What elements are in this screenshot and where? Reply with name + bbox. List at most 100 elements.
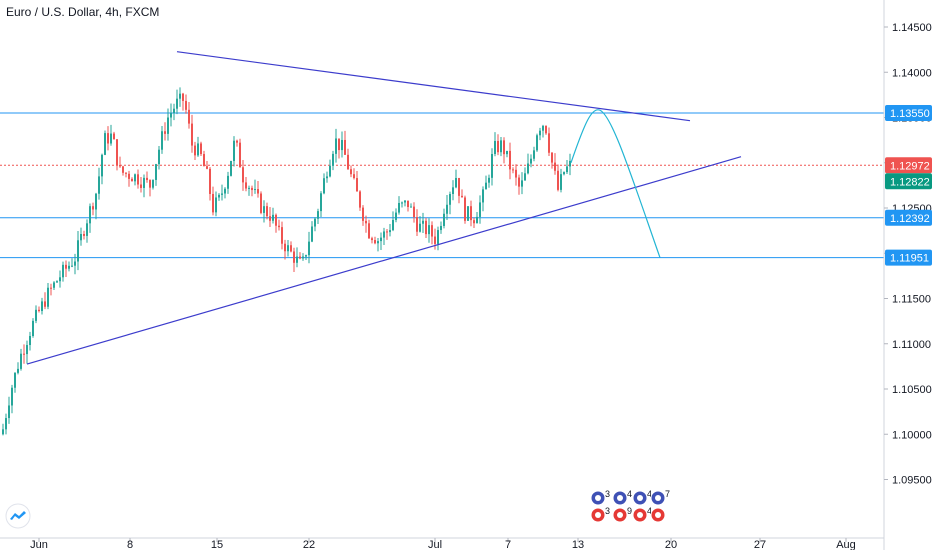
event-count-label: 7 <box>665 489 670 499</box>
price-label-box <box>885 104 932 121</box>
candle-body <box>533 150 535 159</box>
candle-body <box>386 231 388 233</box>
candle-body <box>524 173 526 181</box>
candle-body <box>440 225 442 231</box>
candle-body <box>536 135 538 151</box>
candle-body <box>47 287 49 307</box>
price-label-text: 1.12392 <box>890 213 930 225</box>
candle-body <box>362 207 364 221</box>
candle-body <box>110 133 112 144</box>
candle-body <box>545 125 547 134</box>
candle-body <box>20 353 22 369</box>
candle-body <box>371 238 373 241</box>
candle-body <box>254 189 256 191</box>
trendlines <box>26 51 742 365</box>
price-label-box <box>885 209 932 226</box>
candle-body <box>23 353 25 355</box>
x-tick-label: Jul <box>428 539 442 550</box>
y-tick-label: 1.14500 <box>892 22 932 34</box>
candle-body <box>131 178 133 182</box>
candle-body <box>284 243 286 252</box>
candle-body <box>59 277 61 282</box>
chart-title: Euro / U.S. Dollar, 4h, FXCM <box>6 5 160 19</box>
candle-body <box>398 202 400 213</box>
candle-body <box>5 418 7 430</box>
lower-trendline <box>26 156 742 365</box>
candle-body <box>395 212 397 220</box>
candle-body <box>224 188 226 194</box>
candle-body <box>449 194 451 205</box>
candle-body <box>560 174 562 190</box>
candle-body <box>293 251 295 263</box>
candle-body <box>2 429 4 435</box>
candle-body <box>245 182 247 189</box>
candle-body <box>11 387 13 406</box>
candle-body <box>164 131 166 134</box>
candle-body <box>539 130 541 136</box>
candle-body <box>41 301 43 312</box>
candle-body <box>26 345 28 355</box>
candle-body <box>62 264 64 278</box>
x-tick-label: Aug <box>836 539 856 550</box>
price-label-box <box>885 173 932 190</box>
candle-body <box>71 265 73 267</box>
candle-body <box>86 223 88 236</box>
candle-body <box>38 309 40 312</box>
candle-body <box>455 178 457 188</box>
candle-body <box>182 93 184 101</box>
event-badges: 3 4 4 7 3 9 4 <box>590 489 670 523</box>
candle-body <box>506 150 508 155</box>
event-count-label: 3 <box>605 489 610 499</box>
candle-body <box>443 213 445 226</box>
candle-body <box>542 125 544 131</box>
candle-body <box>44 301 46 307</box>
candle-body <box>374 240 376 244</box>
candle-body <box>290 245 292 252</box>
candle-body <box>368 223 370 239</box>
candle-body <box>191 123 193 146</box>
candle-body <box>83 233 85 236</box>
candle-body <box>104 133 106 155</box>
x-tick-label: Jun <box>30 539 48 550</box>
upper-trendline <box>176 51 691 122</box>
projection-curve <box>570 109 661 258</box>
candle-body <box>515 169 517 178</box>
event-count-label: 4 <box>647 489 652 499</box>
candle-body <box>176 98 178 109</box>
candle-body <box>359 191 361 208</box>
candle-body <box>287 245 289 252</box>
candle-body <box>314 218 316 227</box>
candle-body <box>491 154 493 178</box>
price-label-text: 1.12972 <box>890 160 930 172</box>
candle-body <box>473 220 475 224</box>
event-flag-center <box>655 495 661 501</box>
candle-body <box>194 145 196 156</box>
candle-body <box>116 139 118 166</box>
event-flag-center <box>595 512 601 518</box>
candle-body <box>464 197 466 221</box>
candle-body <box>563 172 565 175</box>
candle-body <box>350 169 352 175</box>
price-label-text: 1.13550 <box>890 108 930 120</box>
candle-body <box>410 206 412 208</box>
candle-body <box>365 220 367 224</box>
event-flag-center <box>637 495 643 501</box>
candle-body <box>335 138 337 154</box>
tradingview-logo-icon[interactable] <box>5 503 31 529</box>
candle-body <box>494 140 496 155</box>
candle-body <box>218 194 220 198</box>
candle-body <box>428 225 430 235</box>
candle-body <box>134 174 136 182</box>
y-tick-label: 1.11000 <box>892 339 931 351</box>
candle-body <box>470 206 472 221</box>
event-flag-center <box>655 512 661 518</box>
candle-body <box>236 140 238 143</box>
candle-body <box>239 142 241 168</box>
horizontal-levels <box>0 112 884 259</box>
candle-body <box>140 184 142 188</box>
candle-body <box>179 93 181 99</box>
candle-body <box>521 180 523 187</box>
candle-body <box>269 216 271 221</box>
